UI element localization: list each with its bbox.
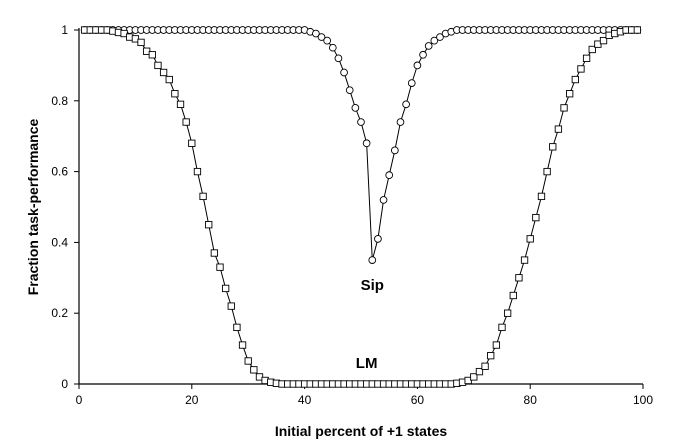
series-layer	[80, 26, 642, 388]
data-point-sip	[436, 33, 444, 41]
data-point-sip	[345, 86, 354, 95]
data-point-sip	[368, 256, 377, 264]
data-point-lm	[549, 143, 557, 151]
data-point-sip	[340, 68, 348, 77]
data-point-sip	[379, 196, 388, 204]
data-point-sip	[424, 42, 433, 50]
data-point-lm	[532, 213, 540, 222]
data-point-lm	[470, 373, 478, 381]
series-label-sip: Sip	[361, 277, 384, 294]
data-point-sip	[351, 104, 360, 112]
data-point-sip	[430, 36, 439, 45]
data-point-sip	[413, 61, 422, 70]
data-point-lm	[227, 302, 235, 310]
axes	[78, 28, 643, 385]
series-label-lm: LM	[356, 355, 378, 372]
x-tick-label: 40	[298, 393, 312, 407]
data-point-lm	[588, 45, 596, 54]
series-lm	[80, 26, 642, 388]
series-labels: Sip LM	[356, 277, 384, 372]
data-point-sip	[362, 139, 371, 148]
data-point-lm	[481, 362, 489, 370]
y-axis-title: Fraction task-performance	[25, 118, 41, 295]
data-point-lm	[475, 367, 484, 376]
data-point-sip	[396, 118, 405, 126]
data-point-lm	[633, 26, 642, 34]
data-point-lm	[599, 36, 608, 45]
data-point-sip	[374, 235, 382, 243]
data-point-lm	[520, 256, 529, 264]
data-point-lm	[566, 90, 574, 98]
data-point-sip	[402, 100, 410, 109]
x-tick-label: 100	[633, 393, 653, 407]
data-point-lm	[582, 54, 591, 62]
data-point-sip	[357, 118, 365, 126]
data-point-lm	[210, 249, 219, 257]
x-tick-label: 80	[524, 393, 538, 407]
y-tick-label: 0.4	[51, 235, 68, 249]
data-point-lm	[571, 75, 579, 84]
x-tick-label: 0	[76, 393, 83, 407]
data-point-lm	[487, 352, 495, 360]
data-point-lm	[238, 341, 247, 349]
y-tick-label: 0.8	[51, 94, 68, 108]
data-point-sip	[385, 171, 394, 179]
data-point-lm	[199, 192, 207, 201]
data-point-lm	[148, 51, 156, 59]
data-point-lm	[221, 284, 230, 293]
data-point-lm	[159, 68, 168, 77]
data-point-lm	[244, 357, 252, 365]
data-point-lm	[188, 139, 196, 147]
data-point-sip	[328, 43, 337, 52]
data-point-lm	[554, 125, 563, 133]
data-point-lm	[543, 167, 551, 176]
data-point-sip	[334, 54, 343, 63]
data-point-lm	[176, 100, 185, 108]
data-point-lm	[182, 118, 190, 126]
y-tick-label: 1	[61, 23, 68, 37]
x-tick-label: 60	[411, 393, 425, 407]
data-point-lm	[165, 75, 173, 84]
data-point-lm	[515, 274, 523, 282]
data-point-lm	[233, 323, 241, 332]
data-point-lm	[216, 263, 224, 271]
data-point-sip	[390, 146, 399, 155]
data-point-lm	[193, 167, 202, 176]
data-point-lm	[154, 61, 162, 70]
data-point-sip	[419, 50, 427, 59]
data-point-lm	[250, 366, 258, 374]
y-tick-label: 0	[61, 377, 68, 391]
axis-ticks: 0 20 40 60 80 100 0 0.2 0.4 0.6 0.8 1	[51, 23, 653, 407]
data-point-sip	[312, 29, 320, 38]
data-point-lm	[205, 221, 213, 229]
data-point-lm	[498, 323, 506, 332]
data-point-lm	[137, 38, 145, 47]
data-point-lm	[509, 291, 517, 300]
data-point-lm	[526, 235, 534, 243]
data-point-sip	[323, 36, 332, 45]
series-sip	[80, 26, 642, 264]
data-point-sip	[317, 33, 326, 41]
data-point-lm	[537, 192, 546, 201]
y-tick-label: 0.2	[51, 306, 68, 320]
x-axis-title: Initial percent of +1 states	[275, 423, 448, 439]
data-point-lm	[560, 104, 568, 112]
data-point-lm	[577, 65, 585, 73]
data-point-sip	[407, 79, 416, 87]
data-point-lm	[171, 90, 179, 98]
y-tick-label: 0.6	[51, 165, 68, 179]
data-point-lm	[492, 341, 501, 349]
x-tick-label: 20	[185, 393, 199, 407]
data-point-lm	[503, 309, 512, 317]
